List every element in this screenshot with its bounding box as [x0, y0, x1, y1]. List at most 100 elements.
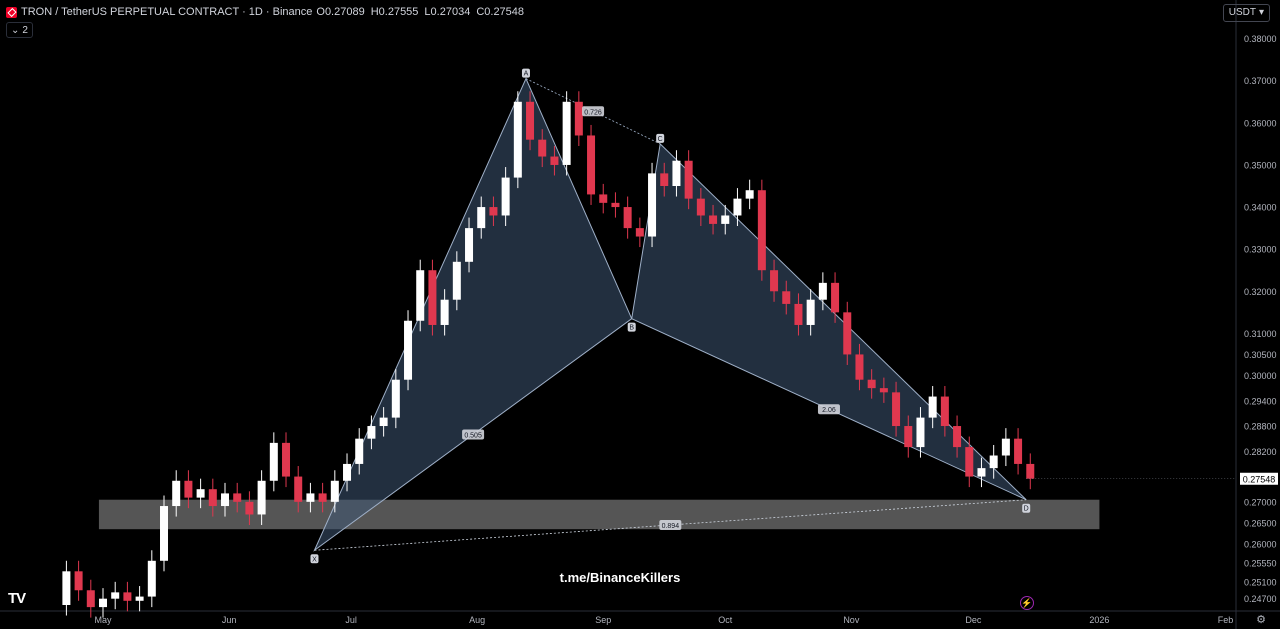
pattern-xab-triangle — [313, 77, 633, 552]
currency-selector[interactable]: USDT ▾ — [1222, 4, 1270, 22]
candle-body — [623, 207, 632, 229]
price-tick-label: 0.37000 — [1244, 76, 1277, 86]
candle-body — [696, 198, 705, 216]
candle-body — [501, 177, 510, 216]
candle-body — [172, 480, 181, 507]
candle-body — [416, 270, 425, 321]
candle-body — [1001, 438, 1010, 456]
candle-body — [879, 388, 888, 393]
tradingview-logo: TV — [8, 590, 26, 607]
price-tick-label: 0.29400 — [1244, 396, 1277, 406]
candle-body — [977, 468, 986, 477]
pattern-point-label: B — [629, 325, 634, 332]
candle-body — [818, 282, 827, 300]
candle-body — [355, 438, 364, 464]
tron-coin-icon — [6, 6, 17, 18]
price-tick-label: 0.25100 — [1244, 577, 1277, 587]
candle-body — [660, 173, 669, 187]
indicators-toggle[interactable]: ⌄ 2 — [6, 22, 33, 38]
price-tick-label: 0.26000 — [1244, 539, 1277, 549]
chart-header: TRON / TetherUS PERPETUAL CONTRACT · 1D … — [6, 5, 524, 19]
candle-body — [318, 493, 327, 502]
candle-body — [184, 480, 193, 498]
price-tick-label: 0.34000 — [1244, 203, 1277, 213]
candle-body — [709, 215, 718, 224]
price-tick-label: 0.24700 — [1244, 594, 1277, 604]
candle-body — [757, 190, 766, 271]
price-tick-label: 0.36000 — [1244, 118, 1277, 128]
candle-body — [806, 299, 815, 325]
candle-body — [513, 101, 522, 178]
ohlc-low-label: L — [424, 6, 431, 18]
time-tick-label: 2026 — [1089, 615, 1109, 625]
ohlc-open-label: O — [316, 6, 325, 18]
candle-body — [562, 101, 571, 165]
price-tick-label: 0.38000 — [1244, 34, 1277, 44]
candle-body — [599, 194, 608, 203]
ratio-badge — [659, 519, 682, 530]
candle-body — [526, 101, 535, 140]
time-tick-label: Aug — [469, 615, 485, 625]
candle-body — [794, 303, 803, 325]
candle-body — [928, 396, 937, 418]
pattern-point-badge — [310, 554, 319, 564]
indicator-count: 2 — [22, 24, 28, 36]
candle-body — [160, 506, 169, 561]
candle-body — [904, 426, 913, 448]
candle-body — [489, 207, 498, 216]
pattern-point-badge — [627, 322, 636, 332]
candle-body — [282, 442, 291, 477]
candle-body — [1014, 438, 1023, 464]
gear-icon[interactable]: ⚙ — [1256, 614, 1266, 626]
price-tick-label: 0.26500 — [1244, 518, 1277, 528]
candle-body — [257, 480, 266, 515]
ohlc-high-value: 0.27555 — [378, 6, 419, 18]
candle-body — [770, 270, 779, 292]
candle-body — [440, 299, 449, 325]
candle-body — [745, 190, 754, 199]
currency-label: USDT — [1228, 7, 1256, 18]
candle-body — [684, 160, 693, 199]
candle-body — [574, 101, 583, 136]
candle-body — [477, 207, 486, 229]
candle-body — [733, 198, 742, 216]
candle-body — [648, 173, 657, 237]
candle-body — [843, 312, 852, 355]
price-tick-label: 0.30000 — [1244, 371, 1277, 381]
candle-body — [367, 426, 376, 439]
candle-body — [538, 139, 547, 157]
price-tick-label: 0.35000 — [1244, 160, 1277, 170]
candle-body — [587, 135, 596, 195]
candle-body — [831, 282, 840, 313]
candle-body — [111, 592, 120, 599]
time-tick-label: May — [94, 615, 112, 625]
ratio-label: 0.894 — [662, 523, 680, 530]
candle-body — [294, 476, 303, 502]
ratio-label: 2.06 — [822, 407, 836, 414]
candle-body — [782, 291, 791, 304]
symbol-title[interactable]: TRON / TetherUS PERPETUAL CONTRACT · 1D … — [21, 6, 313, 18]
candle-body — [428, 270, 437, 325]
pattern-point-label: D — [1024, 506, 1029, 513]
candle-body — [465, 228, 474, 262]
last-price-label: 0.27548 — [1243, 474, 1276, 484]
chevron-down-icon: ▾ — [1258, 7, 1264, 18]
candle-body — [452, 261, 461, 300]
time-tick-label: Nov — [843, 615, 860, 625]
support-zone — [98, 499, 1100, 530]
candle-body — [147, 560, 156, 597]
ohlc-close-value: 0.27548 — [484, 6, 525, 18]
price-tick-label: 0.30500 — [1244, 350, 1277, 360]
candle-body — [306, 493, 315, 502]
candle-body — [635, 228, 644, 237]
candle-body — [391, 379, 400, 418]
pattern-point-badge — [1022, 503, 1031, 513]
candle-body — [721, 215, 730, 224]
candle-body — [672, 160, 681, 187]
candle-body — [221, 493, 230, 507]
price-tick-label: 0.33000 — [1244, 245, 1277, 255]
candle-body — [611, 202, 620, 208]
ohlc-low-value: 0.27034 — [430, 6, 471, 18]
lightning-icon[interactable]: ⚡ — [1020, 596, 1034, 610]
